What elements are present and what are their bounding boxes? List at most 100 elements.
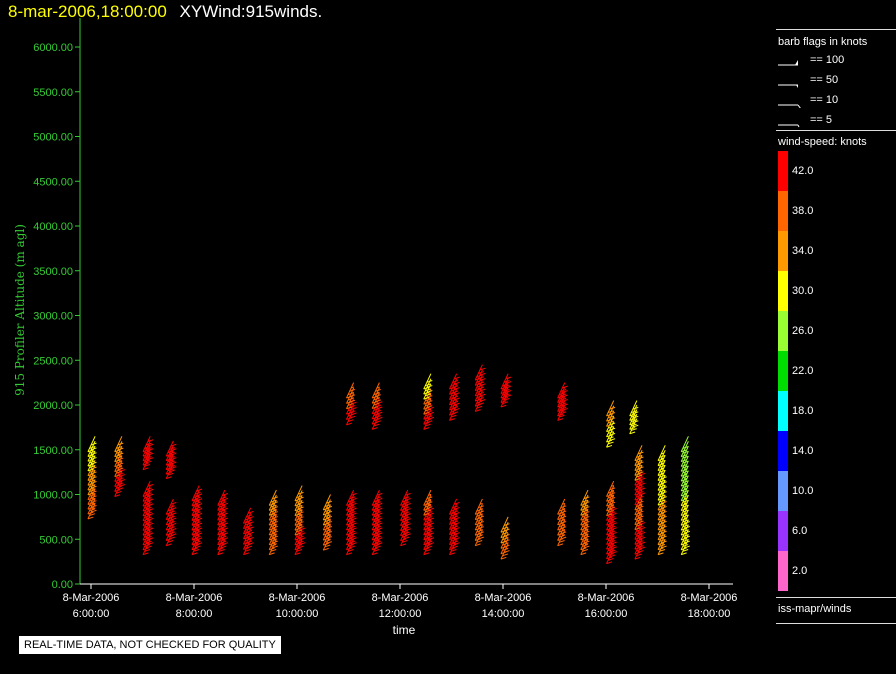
barb-flag bbox=[450, 518, 457, 522]
wind-barb bbox=[680, 450, 689, 467]
wind-barb bbox=[557, 391, 568, 408]
barb-half-flag bbox=[428, 493, 432, 496]
barb-flag bbox=[682, 465, 689, 469]
barb-flag bbox=[220, 511, 227, 514]
barb-flag bbox=[87, 502, 94, 505]
barb-flag bbox=[116, 460, 122, 464]
barb-half-flag bbox=[428, 392, 432, 395]
barb-flag bbox=[684, 545, 690, 549]
barb-flag bbox=[372, 522, 378, 526]
barb-legend-title: barb flags in knots bbox=[778, 36, 868, 48]
barb-flag bbox=[426, 506, 433, 509]
barb-flag bbox=[372, 508, 378, 511]
barb-flag bbox=[454, 517, 460, 520]
wind-barb bbox=[268, 489, 278, 506]
barb-flag bbox=[503, 397, 510, 401]
barb-flag bbox=[681, 547, 687, 551]
barb-flag bbox=[560, 393, 567, 397]
barb-flag bbox=[629, 418, 636, 421]
barb-flag bbox=[244, 538, 251, 542]
barb-flag bbox=[372, 552, 378, 556]
barb-flag bbox=[403, 511, 410, 515]
barb-flag bbox=[611, 551, 617, 554]
wind-barb bbox=[474, 498, 484, 515]
barb-flag bbox=[557, 527, 564, 531]
y-tick-label: 3000.00 bbox=[33, 311, 73, 323]
wind-barb bbox=[634, 445, 644, 462]
barb-flag bbox=[146, 447, 152, 450]
barb-flag bbox=[220, 525, 227, 529]
barb-flag bbox=[269, 517, 275, 521]
barb-flag bbox=[114, 469, 121, 473]
barb-flag bbox=[243, 547, 250, 550]
barb-flag bbox=[90, 442, 97, 446]
barb-flag bbox=[269, 522, 275, 526]
barb-flag bbox=[142, 542, 149, 546]
barb-flag bbox=[449, 517, 456, 520]
barb-legend-label: == 10 bbox=[810, 94, 839, 106]
colorbar-item: 18.0 bbox=[778, 391, 890, 431]
barb-flag bbox=[611, 517, 617, 521]
barb-flag bbox=[89, 450, 96, 454]
barb-flag bbox=[557, 400, 564, 403]
barb-flag bbox=[142, 494, 149, 497]
x-tick-label-date: 8-Mar-2006 bbox=[578, 592, 635, 604]
barb-flag bbox=[170, 461, 177, 465]
barb-flag bbox=[376, 502, 383, 506]
barb-flag bbox=[375, 540, 381, 544]
barb-half-flag bbox=[273, 533, 277, 536]
barb-shaft bbox=[142, 480, 151, 497]
barb-flag bbox=[606, 503, 613, 507]
barb-flag bbox=[89, 470, 96, 473]
wind-barb bbox=[142, 454, 154, 471]
barb-flag bbox=[90, 447, 97, 451]
barb-flag bbox=[401, 524, 408, 528]
barb-flag bbox=[607, 436, 614, 440]
colorbar-label: 26.0 bbox=[792, 325, 814, 337]
barb-flag bbox=[87, 449, 94, 453]
barb-flag bbox=[346, 552, 353, 556]
barb-flag bbox=[375, 501, 381, 505]
barb-flag bbox=[144, 455, 151, 458]
barb-flag bbox=[166, 467, 172, 471]
barb-flag bbox=[269, 547, 275, 551]
barb-flag bbox=[560, 411, 567, 415]
colorbar-swatch bbox=[778, 231, 788, 271]
barb-flag bbox=[450, 393, 457, 397]
barb-shaft bbox=[449, 498, 458, 515]
barb-flag bbox=[269, 537, 275, 541]
barb-half-flag bbox=[684, 517, 688, 519]
barb-flag bbox=[243, 521, 250, 524]
colorbar-swatch bbox=[778, 431, 788, 471]
wind-barb bbox=[423, 499, 433, 516]
barb-flag bbox=[403, 521, 410, 525]
barb-flag bbox=[476, 524, 483, 528]
barb-flag bbox=[637, 461, 644, 465]
barb-flag bbox=[372, 416, 378, 420]
barb-shaft bbox=[680, 445, 689, 462]
barb-flag bbox=[142, 462, 149, 466]
barb-flag bbox=[142, 523, 149, 527]
barb-flag bbox=[324, 509, 331, 513]
barb-flag bbox=[193, 548, 200, 552]
wind-barb bbox=[142, 436, 154, 453]
barb-flag bbox=[90, 466, 97, 470]
wind-barb bbox=[634, 469, 646, 486]
barb-flag bbox=[681, 532, 687, 536]
barb-flag bbox=[505, 376, 512, 380]
barb-flag bbox=[607, 514, 614, 518]
barb-flag bbox=[681, 522, 687, 526]
colorbar-swatch bbox=[778, 471, 788, 511]
barb-flag bbox=[611, 527, 617, 530]
barb-flag bbox=[346, 513, 353, 516]
barb-flag bbox=[661, 515, 667, 519]
wind-barb bbox=[580, 509, 590, 526]
barb-flag bbox=[657, 507, 664, 511]
barb-flag bbox=[632, 424, 639, 428]
barb-flag bbox=[296, 509, 303, 513]
barb-half-flag bbox=[479, 502, 483, 505]
y-tick-label: 4500.00 bbox=[33, 176, 73, 188]
barb-flag bbox=[682, 455, 689, 459]
barb-shaft bbox=[557, 404, 566, 421]
wind-barb bbox=[680, 475, 689, 492]
